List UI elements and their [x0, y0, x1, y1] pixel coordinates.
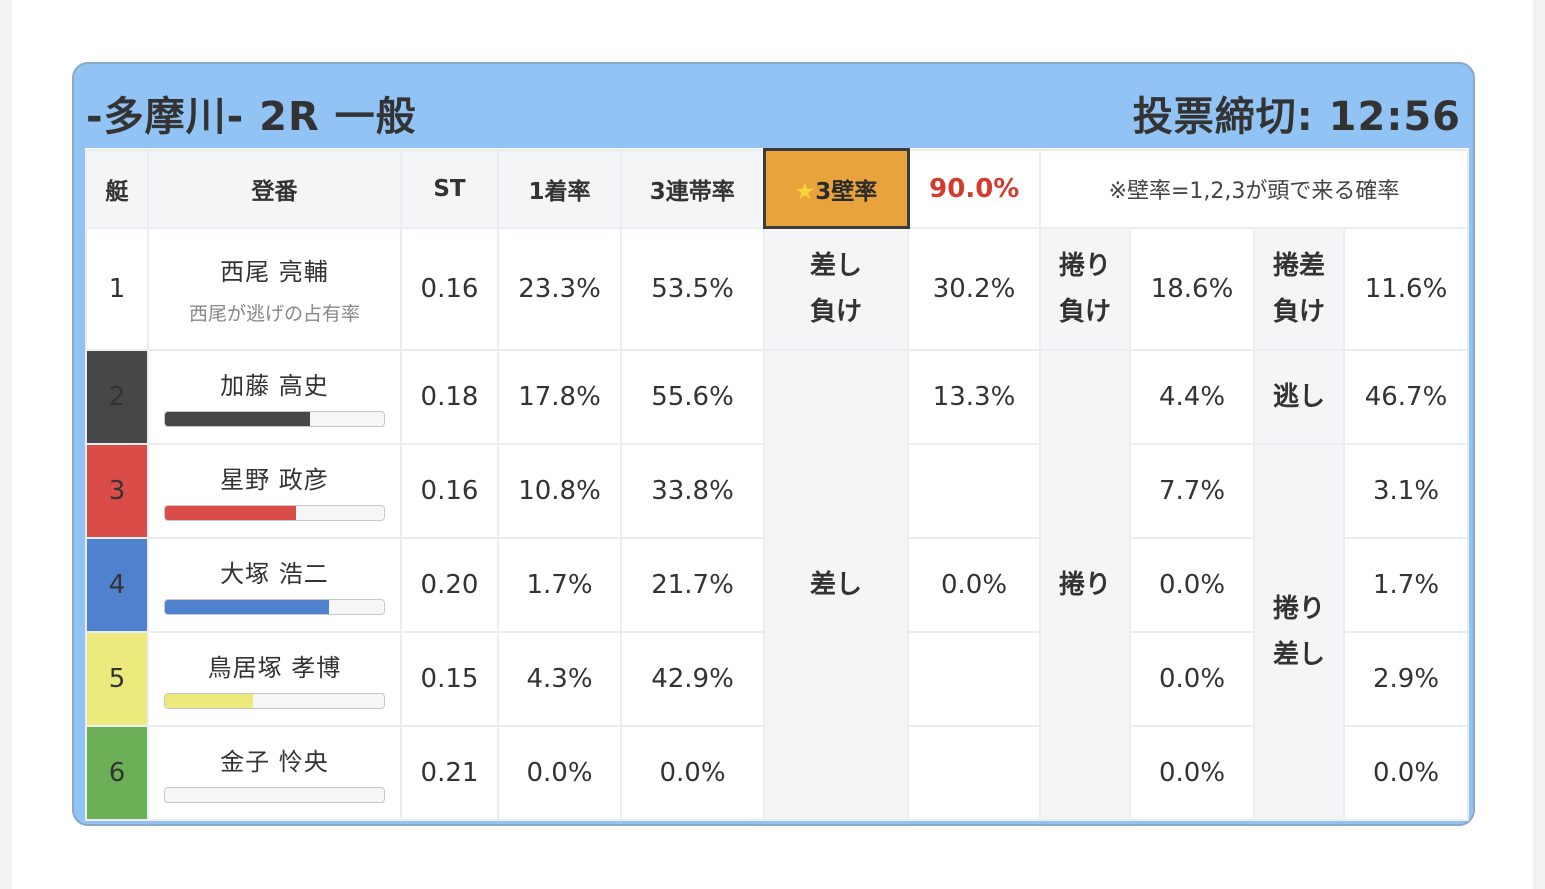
sashi-make-label: 差し 負け [763, 226, 909, 351]
star-icon: ★ [794, 178, 816, 205]
first-rate-value: 17.8% [497, 348, 622, 445]
sashi-label: 差し [763, 348, 909, 821]
racer-bar [164, 693, 385, 709]
table-row: 5 鳥居塚 孝博 0.15 4.3% 42.9% 0.0% 2.9% [85, 630, 1469, 727]
makurizashi-make-value: 11.6% [1343, 226, 1469, 351]
trio-rate-value: 53.5% [620, 226, 765, 351]
makuri-value: 7.7% [1129, 442, 1255, 539]
boat-number: 6 [85, 724, 149, 821]
racer-name: 鳥居塚 孝博 [207, 654, 342, 682]
boat-number: 3 [85, 442, 149, 539]
boat-number: 4 [85, 536, 149, 633]
col-header-st: ST [400, 148, 499, 229]
st-value: 0.20 [400, 536, 499, 633]
sashi-make-value: 30.2% [907, 226, 1041, 351]
racer-cell: 西尾 亮輔 西尾が逃げの占有率 [147, 226, 402, 351]
race-card: -多摩川- 2R 一般 投票締切: 12:56 艇 登番 ST 1着率 [72, 62, 1475, 826]
race-title: -多摩川- 2R 一般 [86, 94, 417, 140]
racer-name: 大塚 浩二 [220, 560, 329, 588]
table-row: 4 大塚 浩二 0.20 1.7% 21.7% 0.0% 0.0% 1.7% [85, 536, 1469, 633]
table-row: 1 西尾 亮輔 西尾が逃げの占有率 0.16 23.3% 53.5% 差し 負け … [85, 226, 1469, 351]
escape-share-label: 西尾が逃げの占有率 [188, 302, 360, 325]
first-rate-value: 1.7% [497, 536, 622, 633]
racer-name: 西尾 亮輔 [220, 257, 329, 286]
sashi-value-empty [907, 442, 1041, 539]
first-rate-value: 4.3% [497, 630, 622, 727]
sashi-value-empty [907, 724, 1041, 821]
boat-number: 5 [85, 630, 149, 727]
makuri-value: 0.0% [1129, 536, 1255, 633]
table-row: 3 星野 政彦 0.16 10.8% 33.8% 7.7% 捲り 差し 3.1% [85, 442, 1469, 821]
col-header-boat: 艇 [85, 148, 149, 229]
wall-rate-header: ★3壁率 [762, 148, 910, 229]
makuri-value: 4.4% [1129, 348, 1255, 445]
st-value: 0.16 [400, 442, 499, 539]
makurizashi-value: 3.1% [1343, 442, 1469, 539]
racer-cell: 金子 怜央 [147, 724, 402, 821]
sashi-value: 0.0% [907, 536, 1041, 633]
boat-number: 1 [85, 226, 149, 351]
makuri-value: 0.0% [1129, 630, 1255, 727]
racer-bar [164, 599, 385, 615]
racer-name: 金子 怜央 [220, 748, 329, 776]
racer-cell: 星野 政彦 [147, 442, 402, 539]
col-header-trio-rate: 3連帯率 [620, 148, 765, 229]
racer-bar-fill [165, 506, 297, 520]
st-value: 0.16 [400, 226, 499, 351]
table-row: 2 加藤 高史 0.18 17.8% 55.6% 差し 13.3% 捲り 4.4… [85, 348, 1469, 821]
st-value: 0.18 [400, 348, 499, 445]
first-rate-value: 0.0% [497, 724, 622, 821]
makurizashi-make-label: 捲差 負け [1253, 226, 1345, 351]
first-rate-value: 10.8% [497, 442, 622, 539]
sashi-value: 13.3% [907, 348, 1041, 445]
racer-name: 加藤 高史 [220, 372, 329, 400]
racer-cell: 大塚 浩二 [147, 536, 402, 633]
boat-number: 2 [85, 348, 149, 445]
makurizashi-label: 捲り 差し [1253, 442, 1345, 821]
racer-bar-fill [165, 412, 310, 426]
trio-rate-value: 21.7% [620, 536, 765, 633]
table-header-row: 艇 登番 ST 1着率 3連帯率 ★3壁率 90.0% ※壁率=1,2,3が頭で… [85, 148, 1469, 229]
trio-rate-value: 33.8% [620, 442, 765, 539]
trio-rate-value: 55.6% [620, 348, 765, 445]
makurizashi-value: 2.9% [1343, 630, 1469, 727]
racer-bar-fill [165, 694, 253, 708]
race-table: 艇 登番 ST 1着率 3連帯率 ★3壁率 90.0% ※壁率=1,2,3が頭で… [85, 148, 1469, 821]
wall-rate-label: 3壁率 [815, 178, 878, 205]
makuri-value: 0.0% [1129, 724, 1255, 821]
racer-bar [164, 787, 385, 803]
racer-bar-fill [165, 600, 330, 614]
first-rate-value: 23.3% [497, 226, 622, 351]
nige-value: 46.7% [1343, 348, 1469, 445]
makuri-make-value: 18.6% [1129, 226, 1255, 351]
racer-bar [164, 505, 385, 521]
voting-deadline: 投票締切: 12:56 [1132, 94, 1461, 140]
makurizashi-value: 1.7% [1343, 536, 1469, 633]
st-value: 0.15 [400, 630, 499, 727]
racer-cell: 鳥居塚 孝博 [147, 630, 402, 727]
sashi-value-empty [907, 630, 1041, 727]
page-background: -多摩川- 2R 一般 投票締切: 12:56 艇 登番 ST 1着率 [12, 0, 1533, 889]
wall-rate-note: ※壁率=1,2,3が頭で来る確率 [1039, 148, 1469, 229]
st-value: 0.21 [400, 724, 499, 821]
trio-rate-value: 0.0% [620, 724, 765, 821]
racer-name: 星野 政彦 [220, 466, 329, 494]
col-header-racer: 登番 [147, 148, 402, 229]
makuri-label: 捲り [1039, 348, 1131, 821]
makurizashi-value: 0.0% [1343, 724, 1469, 821]
table-row: 6 金子 怜央 0.21 0.0% 0.0% 0.0% 0.0% [85, 724, 1469, 821]
makuri-make-label: 捲り 負け [1039, 226, 1131, 351]
racer-cell: 加藤 高史 [147, 348, 402, 445]
trio-rate-value: 42.9% [620, 630, 765, 727]
nige-label: 逃し [1253, 348, 1345, 445]
racer-bar [164, 411, 385, 427]
wall-rate-value: 90.0% [907, 148, 1041, 229]
col-header-first-rate: 1着率 [497, 148, 622, 229]
